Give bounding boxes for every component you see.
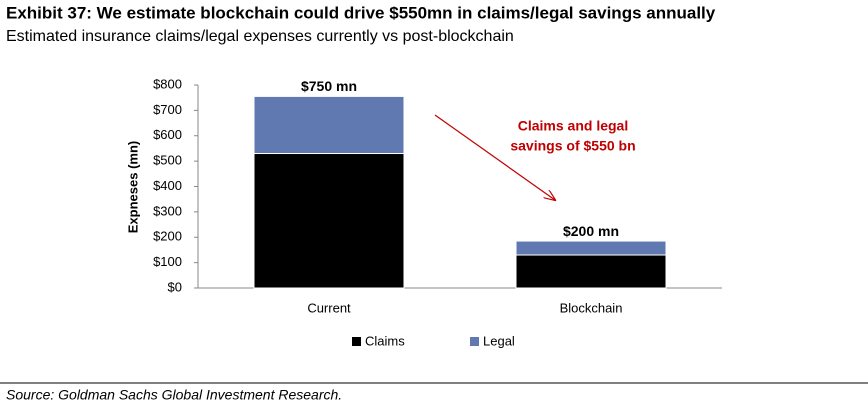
bar-segment bbox=[253, 95, 405, 155]
bar-segment bbox=[253, 153, 405, 289]
source: Source: Goldman Sachs Global Investment … bbox=[6, 387, 342, 403]
legend-swatch bbox=[470, 337, 479, 346]
y-tick-label: $0 bbox=[168, 279, 182, 294]
annotation-text: savings of $550 bn bbox=[510, 138, 635, 154]
bar-segment bbox=[515, 240, 667, 256]
y-tick-label: $500 bbox=[153, 153, 182, 168]
y-tick-label: $700 bbox=[153, 102, 182, 117]
y-tick-label: $200 bbox=[153, 229, 182, 244]
legend-label: Legal bbox=[483, 333, 515, 348]
y-tick-label: $100 bbox=[153, 254, 182, 269]
y-tick-label: $300 bbox=[153, 203, 182, 218]
legend-label: Claims bbox=[365, 333, 405, 348]
total-label: $200 mn bbox=[563, 223, 619, 239]
y-tick-label: $600 bbox=[153, 127, 182, 142]
x-tick-label: Current bbox=[307, 300, 351, 315]
x-tick-label: Blockchain bbox=[560, 300, 623, 315]
legend-swatch bbox=[352, 337, 361, 346]
annotation-arrow bbox=[434, 114, 555, 200]
total-label: $750 mn bbox=[301, 78, 357, 94]
bar-segment bbox=[515, 254, 667, 289]
chart-title: Exhibit 37: We estimate blockchain could… bbox=[6, 3, 716, 22]
chart-subtitle: Estimated insurance claims/legal expense… bbox=[6, 28, 514, 45]
y-tick-label: $800 bbox=[153, 76, 182, 91]
y-axis-label: Expneses (mn) bbox=[125, 141, 140, 233]
annotation-text: Claims and legal bbox=[518, 118, 628, 134]
y-tick-label: $400 bbox=[153, 178, 182, 193]
